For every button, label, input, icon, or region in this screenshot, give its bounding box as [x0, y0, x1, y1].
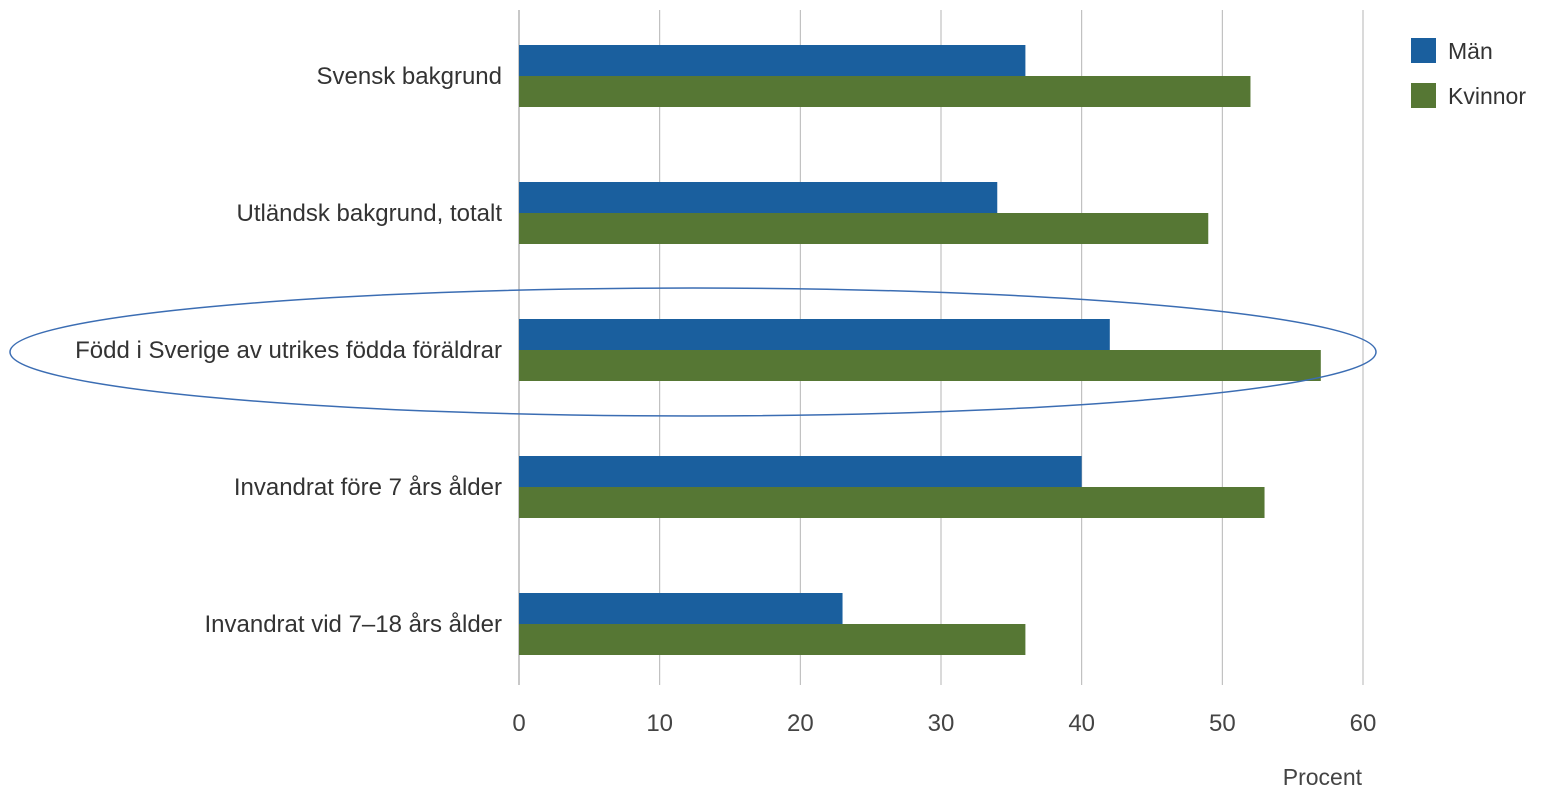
bar-kvinnor-4 — [519, 624, 1026, 655]
tick-label: 20 — [787, 710, 814, 737]
category-label: Invandrat vid 7–18 års ålder — [204, 611, 502, 638]
legend-label: Män — [1448, 38, 1493, 64]
category-label: Utländsk bakgrund, totalt — [237, 200, 503, 227]
highlight-ellipse — [9, 287, 1377, 417]
tick-label: 60 — [1350, 710, 1377, 737]
tick-label: 30 — [928, 710, 955, 737]
x-axis-ticks: 0 10 20 30 40 50 60 — [512, 710, 1376, 737]
bar-kvinnor-3 — [519, 487, 1265, 518]
legend-swatch — [1411, 83, 1436, 108]
bars — [519, 45, 1321, 655]
bar-man-3 — [519, 456, 1082, 487]
tick-label: 40 — [1068, 710, 1095, 737]
legend-label: Kvinnor — [1448, 83, 1526, 109]
category-label: Född i Sverige av utrikes födda föräldra… — [75, 337, 502, 364]
bar-kvinnor-2 — [519, 350, 1321, 381]
bar-man-0 — [519, 45, 1026, 76]
legend: Män Kvinnor — [1411, 38, 1526, 109]
category-labels: Svensk bakgrund Utländsk bakgrund, totalt… — [75, 63, 502, 638]
legend-swatch — [1411, 38, 1436, 63]
x-axis-title: Procent — [1283, 764, 1363, 790]
bar-man-1 — [519, 182, 998, 213]
tick-label: 10 — [646, 710, 673, 737]
bar-kvinnor-1 — [519, 213, 1209, 244]
tick-label: 50 — [1209, 710, 1236, 737]
bar-kvinnor-0 — [519, 76, 1251, 107]
tick-label: 0 — [512, 710, 525, 737]
bar-man-2 — [519, 319, 1110, 350]
bar-man-4 — [519, 593, 843, 624]
category-label: Invandrat före 7 års ålder — [234, 474, 502, 501]
category-label: Svensk bakgrund — [317, 63, 502, 90]
